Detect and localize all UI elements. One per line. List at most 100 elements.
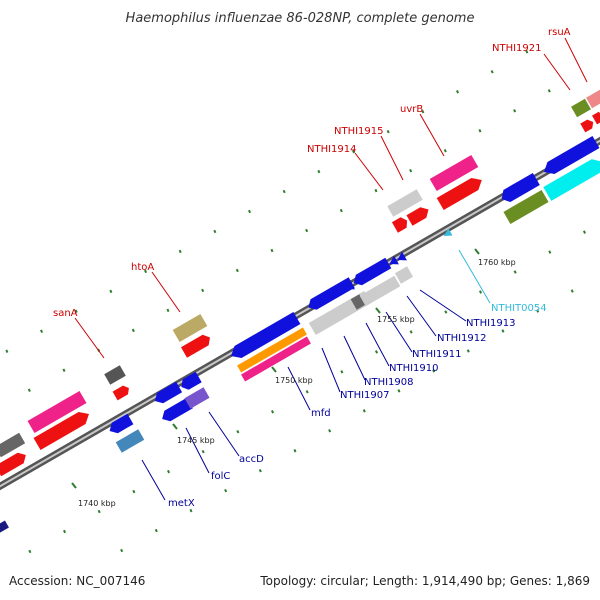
track-dot — [570, 289, 574, 293]
track-dot — [525, 50, 529, 54]
track-dot — [189, 508, 193, 513]
track-dot — [248, 209, 252, 214]
feature-NTHI1914 — [387, 189, 423, 217]
gene-label-NTHI1912: NTHI1912 — [437, 333, 487, 344]
gene-label-NTHIT0054: NTHIT0054 — [491, 303, 547, 314]
gene-label-NTHI1913: NTHI1913 — [466, 318, 516, 329]
feature-red-far — [580, 119, 594, 133]
track-dot — [362, 409, 366, 413]
track-dot — [317, 169, 321, 174]
track-dot — [339, 208, 343, 213]
feature-NTHI1915 — [406, 207, 429, 226]
track-dot — [144, 269, 148, 274]
track-dot — [409, 330, 413, 334]
accession-text: Accession: NC_007146 — [9, 574, 146, 588]
track-dot — [513, 109, 517, 113]
feature-NTHI1907 — [308, 277, 355, 310]
track-dot — [167, 469, 171, 474]
track-dot — [456, 90, 460, 94]
gene-label-NTHI1908: NTHI1908 — [364, 377, 414, 388]
map-title: Haemophilus influenzae 86-028NP, complet… — [126, 11, 475, 26]
track-dot — [201, 449, 205, 454]
track-dot — [293, 449, 297, 453]
track-dot — [62, 368, 66, 372]
track-dot — [501, 329, 505, 333]
track-dot — [444, 310, 448, 314]
feature-uvrB-pink — [429, 154, 479, 192]
feature-steelblue — [115, 429, 145, 453]
gene-label-NTHI1910: NTHI1910 — [389, 363, 439, 374]
genome-summary-text: Topology: circular; Length: 1,914,490 bp… — [260, 574, 590, 588]
gene-label-uvrB: uvrB — [400, 104, 423, 115]
feature-blue-far — [544, 135, 600, 175]
feature-red-small — [391, 217, 408, 233]
feature-darkgray-small — [350, 294, 366, 310]
track-dot — [374, 350, 379, 354]
feature-small-blue — [345, 280, 355, 290]
track-dot — [582, 230, 586, 234]
tick-label-1750: 1750 kbp — [275, 376, 313, 385]
feature-NTHIT0054 — [443, 228, 453, 236]
feature-tri-b — [397, 251, 407, 261]
track-dot — [443, 148, 447, 153]
gene-label-NTHI1914: NTHI1914 — [307, 144, 357, 155]
track-dot — [120, 548, 124, 553]
track-dot — [258, 468, 262, 473]
track-dot — [166, 308, 170, 313]
gene-label-accD: accD — [239, 454, 264, 465]
feature-sanA-red — [112, 385, 129, 401]
track-dot — [374, 188, 378, 193]
track-dot — [97, 509, 101, 514]
track-dot — [548, 250, 552, 254]
track-dot — [224, 488, 228, 493]
leader-lines-red — [74, 37, 588, 359]
tick-label-1745: 1745 kbp — [177, 436, 215, 445]
feature-blocks — [0, 89, 600, 536]
feature-mfd — [231, 311, 301, 359]
gene-label-rsuA: rsuA — [548, 27, 571, 38]
track-dot — [513, 270, 517, 274]
feature-lightgray-b — [359, 275, 401, 307]
track-dot — [328, 429, 332, 433]
track-dot — [74, 309, 78, 314]
track-dot — [236, 429, 240, 434]
track-dot — [5, 349, 9, 353]
feature-rsuA — [586, 89, 600, 109]
track-dot — [478, 129, 482, 133]
tick-label-1760: 1760 kbp — [478, 258, 516, 267]
track-dot — [270, 248, 274, 253]
gene-label-mfd: mfd — [311, 408, 331, 419]
tick-label-1740: 1740 kbp — [78, 499, 116, 508]
track-dot — [432, 369, 436, 373]
tick-label-1755: 1755 kbp — [377, 315, 415, 324]
track-dot — [154, 528, 158, 533]
track-dot — [305, 228, 309, 233]
track-dot — [352, 149, 356, 154]
track-dot — [28, 549, 32, 554]
gene-label-NTHI1921: NTHI1921 — [492, 43, 542, 54]
gene-label-NTHI1915: NTHI1915 — [334, 126, 384, 137]
track-dot — [490, 70, 494, 74]
track-dot — [201, 288, 205, 293]
feature-red-left — [0, 452, 26, 477]
feature-folC-b — [181, 371, 202, 390]
feature-tri-a — [389, 255, 399, 265]
axis-ticks: 1740 kbp 1745 kbp 1750 kbp 1755 kbp 1760… — [71, 248, 516, 508]
track-dot — [131, 328, 135, 333]
track-dot — [340, 370, 344, 374]
feature-red-far-b — [592, 111, 600, 125]
gene-label-folC: folC — [211, 471, 230, 482]
gene-label-sanA: sanA — [53, 308, 78, 319]
track-dot — [409, 168, 413, 173]
track-dot — [536, 309, 540, 313]
feature-metX — [109, 413, 134, 434]
feature-orange — [237, 327, 307, 373]
feature-magenta — [27, 390, 87, 434]
gene-label-metX: metX — [168, 498, 195, 509]
gene-label-NTHI1911: NTHI1911 — [412, 349, 462, 360]
track-dot — [282, 189, 286, 194]
feature-cyan — [543, 159, 600, 201]
feature-NTHI1913 — [394, 266, 414, 284]
feature-uvrB-red — [436, 177, 482, 211]
